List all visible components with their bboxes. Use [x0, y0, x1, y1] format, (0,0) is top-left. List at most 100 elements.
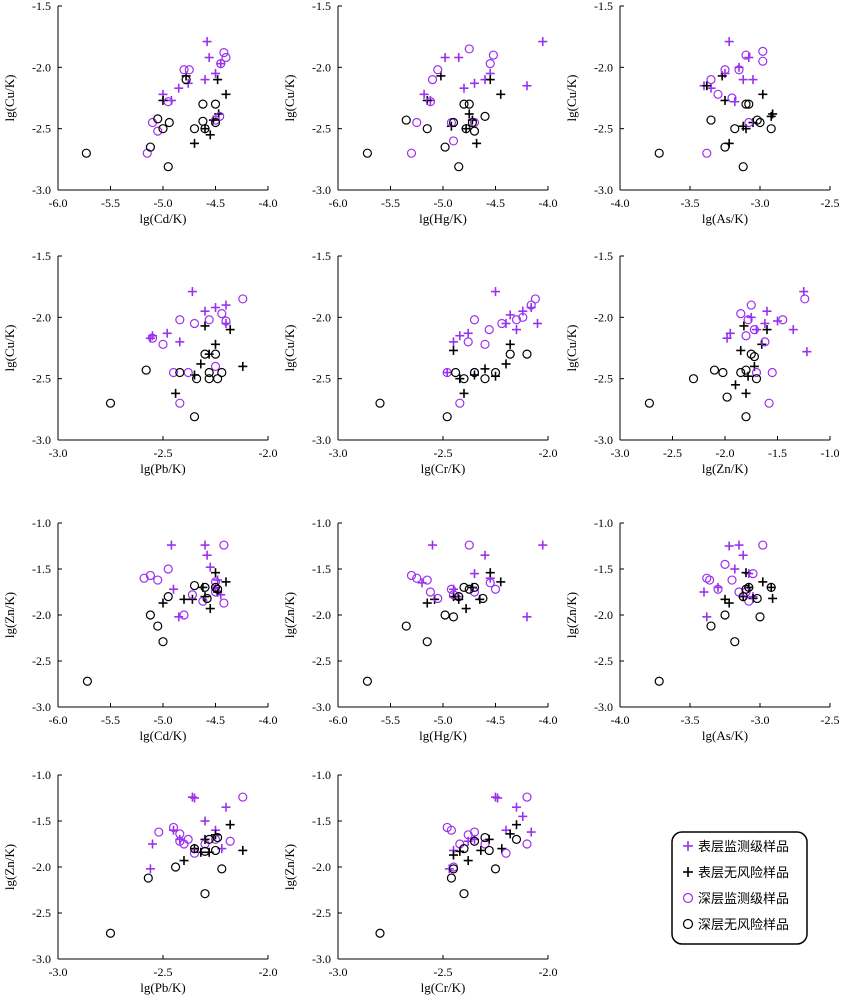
- data-point-plus: [200, 592, 210, 602]
- data-point-plus: [211, 568, 220, 578]
- data-point-circle: [217, 864, 227, 874]
- y-axis-label: lg(Cu/K): [564, 325, 579, 372]
- data-point-circle: [217, 367, 227, 378]
- y-axis-label: lg(Zn/K): [282, 592, 297, 638]
- legend-label: 深层监测级样品: [698, 892, 789, 907]
- series-surface-monitor: [444, 792, 536, 874]
- x-tick-label: -2.0: [539, 965, 558, 979]
- data-point-circle: [778, 315, 788, 325]
- x-axis-label: lg(Cd/K): [140, 211, 187, 226]
- data-point-circle: [189, 412, 200, 422]
- data-point-circle: [153, 621, 163, 631]
- data-point-plus: [724, 541, 734, 551]
- data-point-circle: [422, 124, 432, 134]
- data-point-plus: [758, 577, 768, 587]
- x-tick-label: -1.0: [821, 446, 840, 460]
- data-point-plus: [221, 300, 231, 310]
- data-point-plus: [211, 830, 220, 840]
- y-tick-label: -1.5: [32, 249, 51, 263]
- data-point-circle: [767, 367, 777, 378]
- series-deep-monitor: [406, 44, 498, 158]
- data-point-circle: [741, 412, 751, 422]
- y-tick-label: -2.0: [594, 608, 613, 622]
- data-point-plus: [196, 359, 206, 369]
- data-point-circle: [200, 124, 210, 134]
- y-tick-label: -3.0: [594, 183, 613, 197]
- data-point-plus: [720, 95, 730, 105]
- data-point-circle: [204, 834, 214, 845]
- data-point-plus: [225, 325, 235, 335]
- data-point-plus: [202, 37, 212, 47]
- data-point-circle: [141, 365, 151, 375]
- legend-label: 深层无风险样品: [698, 918, 789, 933]
- data-point-circle: [464, 99, 474, 109]
- series-deep-norisk: [375, 349, 532, 422]
- x-tick-label: -4.5: [206, 713, 225, 727]
- data-point-circle: [746, 349, 756, 359]
- series-deep-monitor: [142, 48, 231, 158]
- data-point-circle: [755, 612, 765, 622]
- data-point-plus: [470, 78, 479, 88]
- data-point-circle: [401, 621, 411, 631]
- data-point-plus: [725, 328, 735, 338]
- data-point-plus: [442, 368, 452, 378]
- data-point-circle: [741, 50, 751, 60]
- data-point-plus: [768, 593, 778, 603]
- x-tick-label: -3.0: [329, 965, 348, 979]
- legend: 表层监测级样品 表层无风险样品 深层监测级样品 深层无风险样品: [671, 831, 808, 945]
- x-tick-label: -3.0: [329, 446, 348, 460]
- data-point-circle: [427, 74, 438, 85]
- y-tick-label: -2.0: [312, 860, 331, 874]
- data-point-circle: [175, 398, 185, 408]
- y-tick-label: -1.0: [312, 516, 331, 530]
- data-point-circle: [425, 587, 435, 597]
- y-tick-label: -3.0: [32, 700, 51, 714]
- series-surface-norisk: [179, 820, 248, 866]
- y-tick-label: -3.0: [594, 433, 613, 447]
- data-point-circle: [446, 873, 456, 883]
- y-tick-label: -2.5: [594, 372, 613, 386]
- y-tick-label: -1.5: [312, 249, 331, 263]
- x-tick-label: -4.0: [539, 713, 558, 727]
- data-point-circle: [730, 637, 740, 647]
- scatter-panel-5: -3.0 -2.5 -2.0 -1.5 -2.0 -2.5 -3.0 lg(Cr/K) lg(C…: [282, 249, 558, 476]
- series-surface-norisk: [422, 568, 506, 614]
- data-point-plus: [533, 318, 542, 328]
- data-point-circle: [501, 848, 511, 858]
- series-surface-norisk: [720, 568, 778, 608]
- data-point-plus: [538, 540, 548, 550]
- data-point-circle: [722, 392, 732, 402]
- y-tick-label: -3.0: [312, 952, 331, 966]
- data-point-circle: [81, 148, 91, 158]
- data-point-plus: [762, 306, 772, 316]
- data-point-plus: [738, 75, 748, 85]
- y-tick-label: -2.5: [32, 122, 51, 136]
- x-tick-label: -2.5: [154, 965, 173, 979]
- scatter-panel-4: -3.0 -2.5 -2.0 -1.5 -2.0 -2.5 -3.0 lg(Pb/K) lg(C…: [2, 249, 278, 476]
- y-axis-label: lg(Zn/K): [2, 844, 17, 890]
- data-point-plus: [480, 364, 490, 374]
- data-point-circle: [505, 349, 515, 359]
- scatter-panel-11: -3.0 -2.5 -2.0 -1.0 -1.5 -2.0 -2.5 -3.0 lg(Cr/K)…: [282, 768, 558, 995]
- data-point-plus: [179, 856, 189, 866]
- data-point-plus: [216, 59, 226, 69]
- data-point-plus: [454, 53, 464, 63]
- data-point-circle: [210, 117, 221, 128]
- series-surface-monitor: [419, 37, 548, 105]
- y-tick-label: -2.0: [312, 310, 331, 324]
- y-tick-label: -3.0: [312, 700, 331, 714]
- data-point-circle: [480, 339, 490, 349]
- data-point-plus: [739, 321, 749, 331]
- series-deep-monitor: [442, 792, 532, 872]
- legend-label: 表层监测级样品: [698, 840, 789, 855]
- data-point-circle: [200, 349, 210, 359]
- data-point-circle: [744, 99, 754, 109]
- x-axis-label: lg(Hg/K): [419, 211, 467, 226]
- data-point-circle: [181, 74, 191, 85]
- data-point-circle: [727, 93, 737, 103]
- data-point-circle: [210, 361, 221, 371]
- data-point-circle: [490, 584, 501, 594]
- series-deep-norisk: [654, 99, 776, 172]
